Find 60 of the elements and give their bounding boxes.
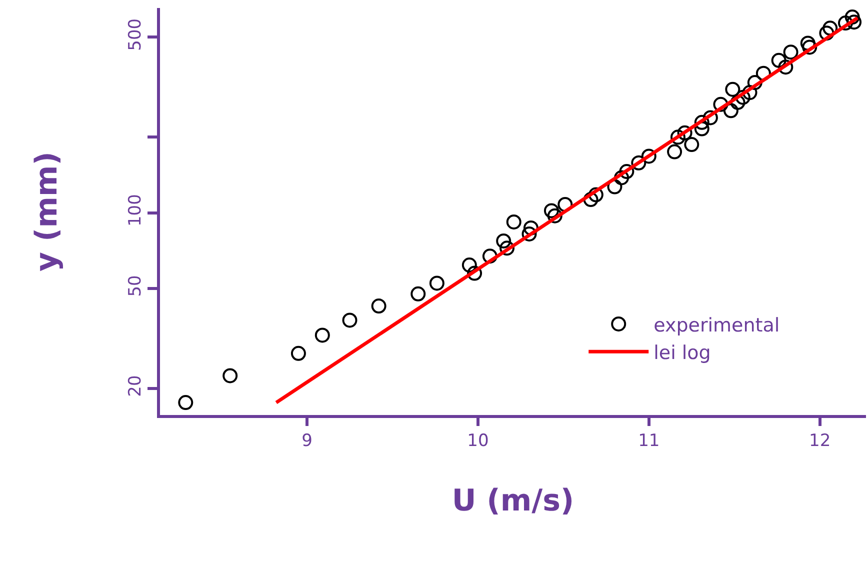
point	[467, 266, 482, 281]
x-tick-label: 9	[302, 431, 312, 452]
y-tick-label: 20	[125, 375, 146, 397]
point	[713, 96, 728, 112]
point	[670, 130, 686, 145]
point	[844, 10, 860, 25]
point	[314, 328, 330, 343]
point	[730, 94, 746, 110]
point	[667, 144, 682, 160]
point	[410, 286, 426, 302]
point	[496, 233, 512, 248]
point	[614, 170, 630, 186]
point	[500, 240, 515, 256]
point	[747, 75, 762, 90]
point	[684, 137, 700, 152]
point	[819, 26, 834, 41]
point	[641, 148, 656, 164]
point	[846, 14, 862, 30]
point	[771, 52, 786, 68]
x-tick-label: 10	[467, 431, 489, 452]
legend-label: experimental	[654, 314, 780, 336]
point	[482, 248, 498, 264]
y-tick-label: 50	[125, 275, 146, 297]
point	[588, 187, 604, 202]
point	[178, 395, 194, 410]
y-axis-title: y (mm)	[29, 152, 64, 272]
point	[702, 110, 718, 126]
point	[694, 114, 710, 130]
point	[677, 125, 692, 140]
point	[429, 276, 444, 291]
point	[694, 121, 710, 136]
point	[607, 179, 622, 194]
point	[547, 208, 562, 224]
x-tick-label: 11	[638, 431, 660, 452]
y-tick-label: 100	[125, 194, 146, 227]
point	[723, 103, 738, 118]
point	[462, 258, 477, 273]
point	[735, 90, 750, 105]
point	[619, 164, 634, 180]
point	[342, 312, 358, 328]
x-axis-title: U (m/s)	[452, 484, 574, 519]
y-tick-label: 500	[125, 18, 146, 51]
point	[742, 85, 758, 100]
point	[631, 155, 646, 170]
point	[544, 203, 559, 218]
point	[522, 226, 537, 242]
point	[290, 346, 306, 361]
point	[583, 192, 598, 208]
point	[822, 20, 838, 36]
x-tick-label: 12	[809, 431, 831, 452]
point	[222, 368, 238, 384]
legend-label: lei log	[654, 342, 711, 364]
point	[725, 82, 740, 97]
point	[506, 214, 522, 230]
point	[802, 40, 818, 55]
point	[838, 16, 853, 31]
point	[523, 220, 538, 236]
point	[371, 298, 386, 314]
point	[783, 44, 798, 60]
point	[778, 60, 794, 75]
